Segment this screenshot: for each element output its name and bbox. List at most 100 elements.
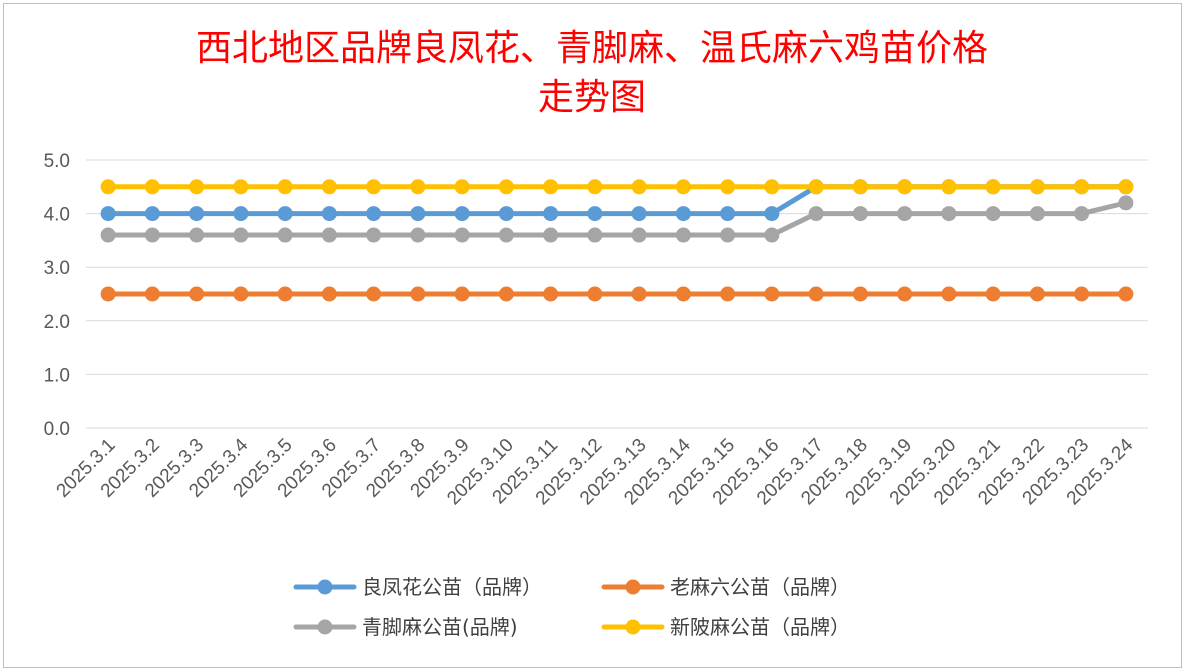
y-tick-label: 1.0 bbox=[44, 365, 70, 386]
data-point bbox=[720, 227, 736, 243]
legend-swatch-marker bbox=[625, 579, 641, 595]
data-point bbox=[675, 179, 691, 195]
y-tick-label: 0.0 bbox=[44, 419, 70, 440]
y-tick-label: 2.0 bbox=[44, 312, 70, 333]
data-point bbox=[543, 286, 559, 302]
data-point bbox=[543, 227, 559, 243]
data-point bbox=[764, 206, 780, 222]
data-point bbox=[985, 206, 1001, 222]
data-point bbox=[985, 286, 1001, 302]
data-point bbox=[321, 227, 337, 243]
data-point bbox=[1118, 195, 1134, 211]
data-point bbox=[454, 227, 470, 243]
data-point bbox=[410, 206, 426, 222]
data-point bbox=[233, 227, 249, 243]
data-point bbox=[897, 179, 913, 195]
data-point bbox=[941, 179, 957, 195]
legend-swatch-marker bbox=[625, 619, 641, 635]
legend-label: 老麻六公苗（品牌） bbox=[670, 575, 850, 599]
data-point bbox=[764, 286, 780, 302]
data-point bbox=[631, 227, 647, 243]
series-line bbox=[105, 184, 1129, 217]
data-point bbox=[189, 206, 205, 222]
y-tick-label: 4.0 bbox=[44, 205, 70, 226]
data-point bbox=[720, 286, 736, 302]
data-point bbox=[897, 286, 913, 302]
series-2 bbox=[100, 195, 1134, 243]
x-axis-ticks: 2025.3.12025.3.22025.3.32025.3.42025.3.5… bbox=[53, 434, 1138, 509]
data-point bbox=[498, 206, 514, 222]
data-point bbox=[454, 286, 470, 302]
chart-frame bbox=[3, 3, 1182, 668]
data-point bbox=[144, 286, 160, 302]
data-point bbox=[321, 286, 337, 302]
data-point bbox=[321, 206, 337, 222]
legend-label: 良凤花公苗（品牌） bbox=[362, 575, 542, 599]
data-point bbox=[587, 286, 603, 302]
data-point bbox=[852, 179, 868, 195]
data-point bbox=[808, 286, 824, 302]
data-point bbox=[498, 286, 514, 302]
data-point bbox=[808, 179, 824, 195]
data-point bbox=[852, 286, 868, 302]
data-point bbox=[498, 227, 514, 243]
series-3 bbox=[100, 179, 1134, 195]
data-point bbox=[1029, 206, 1045, 222]
data-point bbox=[189, 286, 205, 302]
data-point bbox=[1118, 179, 1134, 195]
data-point bbox=[366, 206, 382, 222]
data-point bbox=[277, 179, 293, 195]
data-point bbox=[144, 206, 160, 222]
chart-title-line-2: 走势图 bbox=[538, 77, 646, 118]
data-point bbox=[100, 286, 116, 302]
legend-label: 新陂麻公苗（品牌） bbox=[670, 615, 850, 639]
data-point bbox=[454, 206, 470, 222]
legend-item-0[interactable]: 良凤花公苗（品牌） bbox=[293, 575, 542, 599]
legend-item-2[interactable]: 青脚麻公苗(品牌) bbox=[293, 615, 518, 639]
data-point bbox=[631, 286, 647, 302]
data-point bbox=[277, 206, 293, 222]
legend-item-1[interactable]: 老麻六公苗（品牌） bbox=[601, 575, 850, 599]
data-point bbox=[897, 206, 913, 222]
y-tick-label: 3.0 bbox=[44, 258, 70, 279]
data-point bbox=[144, 179, 160, 195]
data-point bbox=[410, 286, 426, 302]
data-point bbox=[189, 227, 205, 243]
data-point bbox=[587, 179, 603, 195]
data-point bbox=[764, 227, 780, 243]
data-point bbox=[675, 227, 691, 243]
data-point bbox=[631, 206, 647, 222]
data-point bbox=[366, 179, 382, 195]
legend-swatch-marker bbox=[317, 619, 333, 635]
data-point bbox=[277, 227, 293, 243]
data-point bbox=[233, 179, 249, 195]
data-point bbox=[189, 179, 205, 195]
data-point bbox=[498, 179, 514, 195]
data-point bbox=[233, 286, 249, 302]
data-point bbox=[366, 286, 382, 302]
data-point bbox=[941, 286, 957, 302]
data-point bbox=[144, 227, 160, 243]
data-point bbox=[1074, 179, 1090, 195]
legend-item-3[interactable]: 新陂麻公苗（品牌） bbox=[601, 615, 850, 639]
data-point bbox=[808, 206, 824, 222]
legend-label: 青脚麻公苗(品牌) bbox=[362, 615, 518, 639]
data-point bbox=[985, 179, 1001, 195]
data-point bbox=[720, 206, 736, 222]
data-point bbox=[631, 179, 647, 195]
data-point bbox=[675, 286, 691, 302]
data-point bbox=[100, 227, 116, 243]
data-point bbox=[852, 206, 868, 222]
data-point bbox=[277, 286, 293, 302]
legend-swatch-marker bbox=[317, 579, 333, 595]
data-point bbox=[1074, 206, 1090, 222]
y-axis-ticks: 0.0 1.0 2.0 3.0 4.0 5.0 bbox=[44, 151, 70, 440]
data-point bbox=[410, 179, 426, 195]
series-1 bbox=[100, 286, 1134, 302]
data-point bbox=[720, 179, 736, 195]
data-point bbox=[410, 227, 426, 243]
data-point bbox=[587, 227, 603, 243]
data-point bbox=[321, 179, 337, 195]
data-point bbox=[764, 179, 780, 195]
